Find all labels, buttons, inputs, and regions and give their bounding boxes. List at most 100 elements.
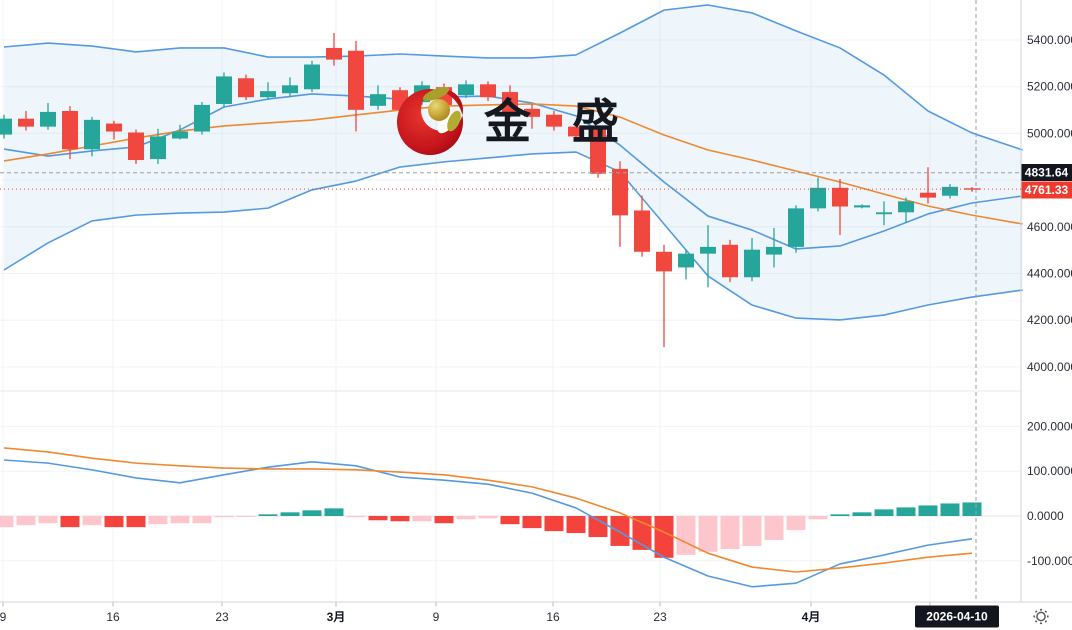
candle[interactable]: [84, 116, 100, 157]
time-tick-label: 23: [653, 610, 667, 624]
histogram-bar[interactable]: [896, 507, 916, 516]
histogram-bar[interactable]: [918, 505, 938, 516]
candle[interactable]: [700, 225, 716, 288]
candle[interactable]: [304, 60, 320, 93]
histogram-bar[interactable]: [544, 516, 564, 532]
candle[interactable]: [40, 103, 56, 130]
candle[interactable]: [568, 122, 584, 141]
indicator-tick-label: -100.0000: [1027, 554, 1072, 568]
time-tick-label: 9: [433, 610, 440, 624]
candle[interactable]: [898, 197, 914, 224]
candle[interactable]: [546, 110, 562, 131]
histogram-bar[interactable]: [786, 516, 806, 531]
indicator-tick-label: 0.0000: [1027, 509, 1064, 523]
histogram-bar[interactable]: [852, 512, 872, 516]
price-tick-label: 4000.000: [1027, 360, 1072, 374]
histogram-bar[interactable]: [192, 516, 212, 524]
candle[interactable]: [238, 74, 254, 101]
time-tick-label: 23: [215, 610, 229, 624]
histogram-bar[interactable]: [280, 512, 300, 516]
histogram-bar[interactable]: [16, 516, 36, 526]
candle[interactable]: [810, 177, 826, 212]
histogram-bar[interactable]: [962, 502, 982, 516]
candle[interactable]: [106, 120, 122, 140]
histogram-bar[interactable]: [676, 516, 696, 555]
time-tick-label: 16: [106, 610, 120, 624]
histogram-bar[interactable]: [764, 516, 784, 541]
candle[interactable]: [18, 110, 34, 131]
histogram-bar[interactable]: [698, 516, 718, 552]
histogram-bar[interactable]: [236, 516, 256, 517]
histogram-bar[interactable]: [60, 516, 80, 528]
candle[interactable]: [480, 81, 496, 101]
histogram-bar[interactable]: [500, 516, 520, 525]
histogram-bar[interactable]: [324, 508, 344, 516]
candle[interactable]: [62, 106, 78, 160]
histogram-bar[interactable]: [148, 516, 168, 525]
histogram-bar[interactable]: [434, 516, 454, 524]
candle[interactable]: [788, 205, 804, 253]
histogram-bar[interactable]: [368, 516, 388, 521]
histogram-bar[interactable]: [82, 516, 102, 526]
settings-gear-icon[interactable]: [1033, 608, 1049, 625]
histogram-bar[interactable]: [940, 503, 960, 516]
histogram-bar[interactable]: [456, 516, 476, 520]
candle[interactable]: [876, 201, 892, 226]
candle[interactable]: [172, 124, 188, 140]
histogram-bar[interactable]: [170, 516, 190, 524]
histogram-bar[interactable]: [214, 516, 234, 518]
candle[interactable]: [216, 72, 232, 108]
histogram-bar[interactable]: [346, 516, 366, 518]
histogram-bar[interactable]: [478, 516, 498, 519]
histogram-bar[interactable]: [412, 516, 432, 522]
candle[interactable]: [832, 178, 848, 235]
candle[interactable]: [634, 195, 650, 257]
candle[interactable]: [326, 32, 342, 66]
histogram-bar[interactable]: [742, 516, 762, 547]
candle[interactable]: [656, 244, 672, 348]
candle[interactable]: [524, 103, 540, 129]
candle[interactable]: [854, 204, 870, 209]
candle[interactable]: [150, 128, 166, 164]
histogram-bar[interactable]: [522, 516, 542, 529]
last-price-badge-label: 4761.33: [1025, 183, 1069, 197]
candle[interactable]: [766, 227, 782, 268]
histogram-bar[interactable]: [874, 509, 894, 516]
histogram-bar[interactable]: [302, 510, 322, 516]
histogram-bar[interactable]: [654, 516, 674, 558]
dea-line: [3, 447, 973, 573]
candle[interactable]: [0, 114, 12, 139]
histogram-bar[interactable]: [258, 514, 278, 516]
bollinger-lower-line: [3, 151, 1023, 321]
histogram-bar[interactable]: [610, 516, 630, 546]
candle[interactable]: [392, 87, 408, 113]
histogram-bar[interactable]: [126, 516, 146, 528]
candle[interactable]: [348, 40, 364, 132]
histogram-bar[interactable]: [808, 516, 828, 520]
candle[interactable]: [458, 80, 474, 99]
histogram-bar[interactable]: [104, 516, 124, 528]
candle[interactable]: [722, 239, 738, 283]
candle[interactable]: [502, 85, 518, 118]
axis-labels[interactable]: 5400.000 5200.000 5000.000 4600.000 4400.000…: [0, 33, 1072, 624]
histogram-bar[interactable]: [0, 516, 14, 528]
candle[interactable]: [612, 161, 628, 247]
candle[interactable]: [282, 77, 298, 98]
candle[interactable]: [128, 129, 144, 164]
histogram-bar[interactable]: [566, 516, 586, 534]
candle[interactable]: [678, 249, 694, 280]
histogram-bar[interactable]: [720, 516, 740, 550]
histogram-bar[interactable]: [390, 516, 410, 522]
candle[interactable]: [920, 167, 936, 204]
candle[interactable]: [194, 102, 210, 135]
histogram-bar[interactable]: [38, 516, 58, 524]
candle[interactable]: [590, 126, 606, 178]
candle[interactable]: [942, 184, 958, 199]
candle[interactable]: [370, 85, 386, 110]
candle[interactable]: [260, 82, 276, 101]
price-tick-label: 4600.000: [1027, 220, 1072, 234]
histogram-bar[interactable]: [830, 514, 850, 516]
histogram-bar[interactable]: [588, 516, 608, 538]
candle[interactable]: [744, 238, 760, 282]
